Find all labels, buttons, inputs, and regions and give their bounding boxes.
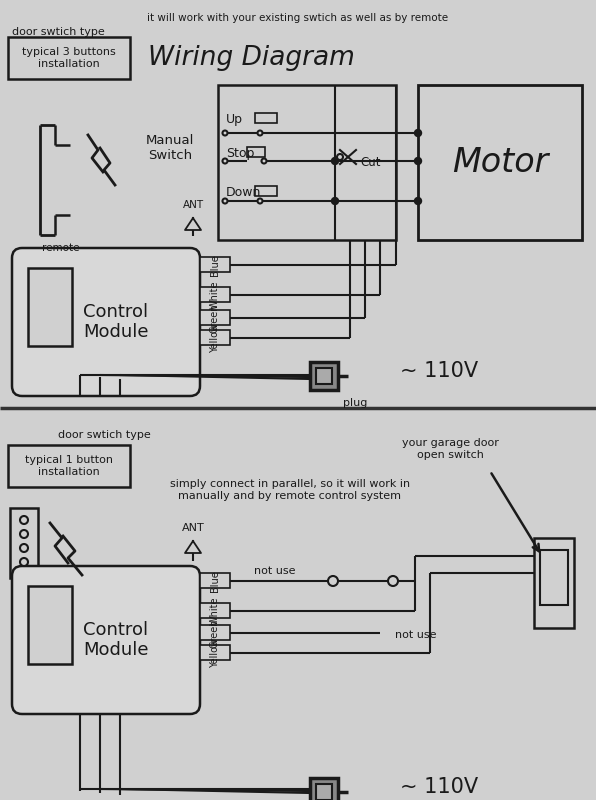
Text: not use: not use: [254, 566, 296, 576]
Bar: [534, 538, 574, 628]
Text: Manual
Switch: Manual Switch: [146, 134, 194, 162]
Bar: [200, 330, 230, 345]
FancyBboxPatch shape: [12, 566, 200, 714]
Text: Green: Green: [210, 618, 220, 648]
FancyBboxPatch shape: [12, 248, 200, 396]
Bar: [200, 625, 230, 640]
Text: not use: not use: [395, 630, 436, 640]
Circle shape: [328, 576, 338, 586]
Text: ~ 110V: ~ 110V: [400, 361, 478, 381]
Text: Blue: Blue: [210, 254, 220, 276]
Text: Green: Green: [210, 303, 220, 333]
Text: typical 3 buttons
installation: typical 3 buttons installation: [22, 47, 116, 69]
Bar: [310, 778, 338, 800]
Circle shape: [262, 158, 266, 163]
Bar: [316, 368, 332, 384]
Circle shape: [222, 198, 228, 203]
Bar: [200, 287, 230, 302]
Text: Up: Up: [226, 114, 243, 126]
Bar: [316, 784, 332, 800]
Text: Yellow: Yellow: [210, 638, 220, 668]
Bar: [28, 586, 72, 664]
Circle shape: [414, 198, 421, 205]
Circle shape: [331, 158, 339, 165]
Text: typical 1 button
installation: typical 1 button installation: [25, 455, 113, 477]
Bar: [418, 85, 582, 240]
Text: simply connect in parallel, so it will work in
manually and by remote control sy: simply connect in parallel, so it will w…: [170, 479, 410, 501]
Text: it will work with your existing swtich as well as by remote: it will work with your existing swtich a…: [147, 13, 449, 23]
Text: Down: Down: [226, 186, 262, 199]
Bar: [218, 85, 396, 240]
Text: White: White: [210, 281, 220, 310]
Bar: [200, 603, 230, 618]
Text: White: White: [210, 597, 220, 626]
Bar: [540, 550, 568, 605]
Circle shape: [20, 530, 28, 538]
Text: ~ 110V: ~ 110V: [400, 777, 478, 797]
Text: Control
Module: Control Module: [83, 621, 149, 659]
Circle shape: [337, 154, 343, 160]
Bar: [255, 186, 277, 196]
Bar: [8, 37, 130, 79]
Text: Cut: Cut: [360, 157, 380, 170]
Text: Control
Module: Control Module: [83, 302, 149, 342]
Text: Yellow: Yellow: [210, 323, 220, 353]
Circle shape: [414, 130, 421, 137]
Text: your garage door
open switch: your garage door open switch: [402, 438, 498, 459]
Circle shape: [257, 198, 262, 203]
Bar: [247, 147, 265, 157]
Circle shape: [20, 544, 28, 552]
Bar: [200, 645, 230, 660]
Text: Stop: Stop: [226, 146, 254, 159]
Text: ANT: ANT: [182, 200, 204, 210]
Bar: [8, 445, 130, 487]
Text: ANT: ANT: [182, 523, 204, 533]
Circle shape: [222, 158, 228, 163]
Text: Motor: Motor: [452, 146, 548, 179]
Text: door swtich type: door swtich type: [58, 430, 151, 440]
Text: Wiring Diagram: Wiring Diagram: [148, 45, 355, 71]
Circle shape: [222, 130, 228, 135]
Bar: [310, 362, 338, 390]
Circle shape: [388, 576, 398, 586]
Text: door swtich type: door swtich type: [12, 27, 105, 37]
Text: Blue: Blue: [210, 570, 220, 592]
Circle shape: [331, 198, 339, 205]
Circle shape: [20, 558, 28, 566]
Bar: [28, 268, 72, 346]
Text: plug: plug: [343, 398, 367, 408]
Bar: [200, 257, 230, 272]
Bar: [255, 113, 277, 123]
Circle shape: [257, 130, 262, 135]
Circle shape: [20, 516, 28, 524]
Bar: [10, 508, 38, 578]
Circle shape: [414, 158, 421, 165]
Bar: [200, 573, 230, 588]
Text: remote: remote: [42, 243, 79, 253]
Bar: [200, 310, 230, 325]
